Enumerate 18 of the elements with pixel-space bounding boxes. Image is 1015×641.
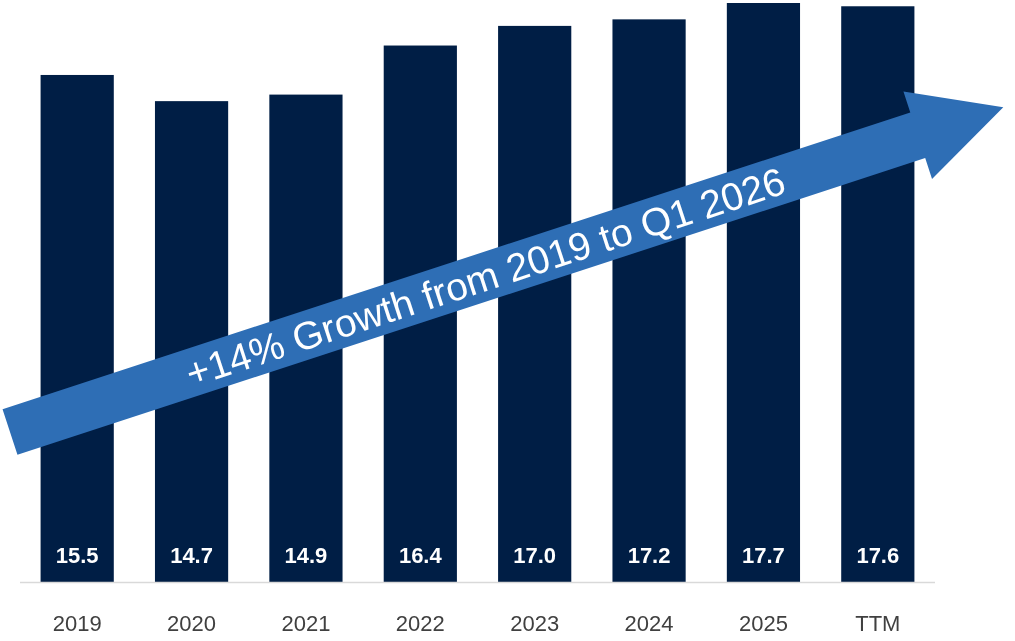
data-label: 15.5 <box>55 543 99 568</box>
annotation: +14% Growth from 2019 to Q1 2026 <box>180 159 791 396</box>
x-tick-label: 2020 <box>167 611 217 636</box>
x-tick-label: 2022 <box>395 611 445 636</box>
bar <box>841 6 915 582</box>
data-label: 16.4 <box>398 543 443 568</box>
data-label: 17.2 <box>627 543 671 568</box>
data-label: 17.0 <box>513 543 557 568</box>
x-tick-label: 2023 <box>510 611 560 636</box>
x-tick-label: TTM <box>855 611 901 636</box>
data-label: 14.7 <box>170 543 213 568</box>
x-tick-label: 2021 <box>281 611 331 636</box>
x-tick-label: 2024 <box>624 611 674 636</box>
data-label: 17.7 <box>742 543 785 568</box>
x-tick-label: 2025 <box>738 611 788 636</box>
data-label: 17.6 <box>856 543 900 568</box>
x-tick-label: 2019 <box>52 611 102 636</box>
data-label: 14.9 <box>284 543 328 568</box>
